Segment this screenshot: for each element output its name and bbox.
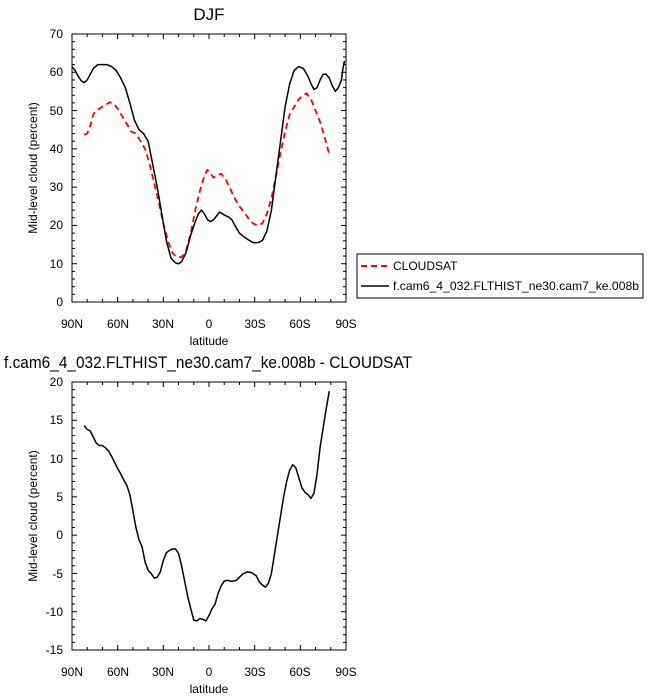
- y-tick-label: 10: [50, 452, 64, 466]
- legend-label-model: f.cam6_4_032.FLTHIST_ne30.cam7_ke.008b: [393, 279, 639, 293]
- y-tick-label: -10: [46, 605, 64, 619]
- x-tick-label: 90S: [335, 665, 356, 679]
- x-axis-label: latitude: [190, 334, 229, 348]
- bottom-chart-x-tick-labels: 90N 60N 30N 0 30S 60S 90S: [61, 665, 357, 679]
- y-tick-label: 15: [50, 413, 64, 427]
- series-line-cloudsat: [83, 92, 331, 259]
- x-tick-label: 90S: [335, 317, 356, 331]
- legend-box: [356, 253, 644, 299]
- top-chart-plot-frame: [71, 33, 347, 303]
- x-tick-label: 60N: [107, 665, 129, 679]
- y-tick-label: 0: [56, 295, 63, 309]
- y-tick-label: 20: [50, 218, 64, 232]
- bottom-chart-y-tick-labels: -15 -10 -5 0 5 10 15 20: [46, 375, 64, 657]
- x-axis-label: latitude: [190, 682, 229, 696]
- y-tick-label: 30: [50, 180, 64, 194]
- top-chart: DJF 0 10 20 30 40 50 60 70 90N 60N 30N 0…: [26, 5, 644, 348]
- top-chart-lines: [72, 60, 346, 265]
- top-chart-ticks: [71, 33, 347, 303]
- x-tick-label: 90N: [61, 665, 83, 679]
- y-tick-label: 50: [50, 104, 64, 118]
- series-line-model: [72, 60, 346, 265]
- top-chart-x-tick-labels: 90N 60N 30N 0 30S 60S 90S: [61, 317, 357, 331]
- series-line-difference: [83, 391, 330, 622]
- x-tick-label: 30N: [152, 317, 174, 331]
- bottom-chart-plot-frame: [71, 381, 347, 651]
- x-tick-label: 90N: [61, 317, 83, 331]
- x-tick-label: 30S: [244, 665, 265, 679]
- y-tick-label: 60: [50, 65, 64, 79]
- bottom-chart: f.cam6_4_032.FLTHIST_ne30.cam7_ke.008b -…: [4, 353, 412, 696]
- y-tick-label: 5: [56, 490, 63, 504]
- x-tick-label: 60S: [289, 665, 310, 679]
- y-tick-label: 40: [50, 142, 64, 156]
- legend-label-cloudsat: CLOUDSAT: [393, 259, 458, 273]
- chart-title: DJF: [193, 5, 224, 24]
- y-tick-label: 70: [50, 27, 64, 41]
- y-tick-label: -15: [46, 643, 64, 657]
- y-tick-label: 0: [56, 528, 63, 542]
- x-tick-label: 0: [206, 665, 213, 679]
- y-axis-label: Mid-level cloud (percent): [26, 450, 40, 581]
- x-tick-label: 30S: [244, 317, 265, 331]
- chart-title: f.cam6_4_032.FLTHIST_ne30.cam7_ke.008b -…: [4, 353, 412, 372]
- top-chart-y-tick-labels: 0 10 20 30 40 50 60 70: [50, 27, 64, 309]
- legend: CLOUDSAT f.cam6_4_032.FLTHIST_ne30.cam7_…: [356, 253, 644, 299]
- bottom-chart-ticks: [71, 381, 347, 651]
- y-tick-label: 20: [50, 375, 64, 389]
- x-tick-label: 60N: [107, 317, 129, 331]
- y-tick-label: -5: [52, 567, 63, 581]
- x-tick-label: 0: [206, 317, 213, 331]
- x-tick-label: 30N: [152, 665, 174, 679]
- bottom-chart-lines: [83, 391, 330, 622]
- y-axis-label: Mid-level cloud (percent): [26, 102, 40, 233]
- y-tick-label: 10: [50, 257, 64, 271]
- x-tick-label: 60S: [289, 317, 310, 331]
